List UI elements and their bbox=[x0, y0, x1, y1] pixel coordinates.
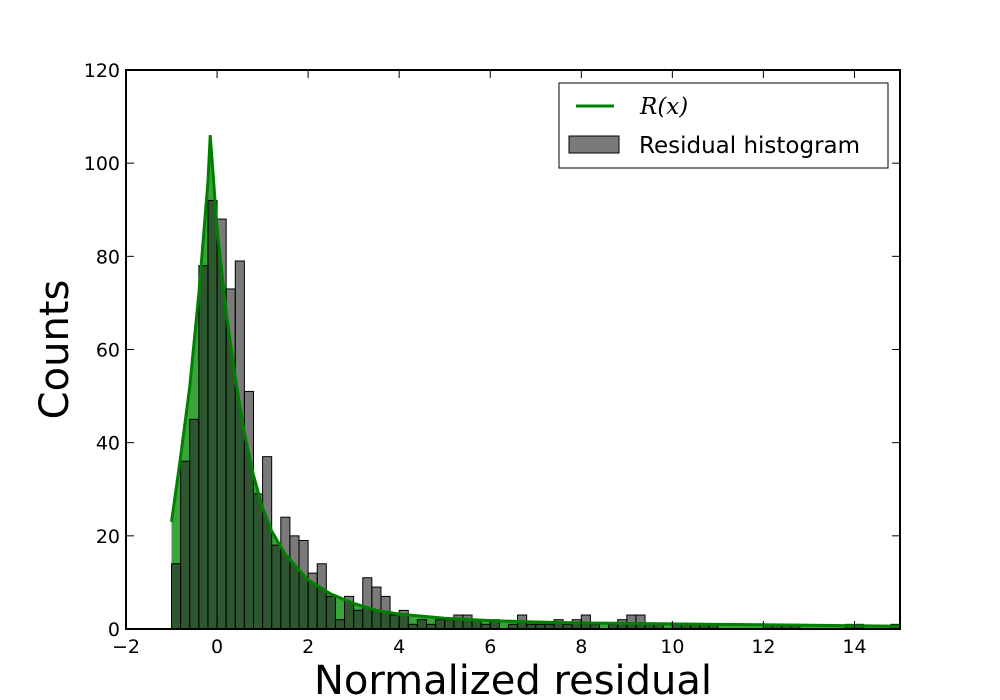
histogram-bar bbox=[243, 390, 254, 630]
histogram-bar bbox=[280, 516, 291, 630]
histogram-bar bbox=[389, 614, 400, 630]
x-tick-label: 8 bbox=[575, 636, 587, 658]
histogram-bar bbox=[462, 614, 473, 630]
y-tick-label: 0 bbox=[108, 619, 120, 641]
histogram-bar bbox=[325, 595, 336, 630]
histogram-bar bbox=[198, 265, 209, 630]
x-tick-label: 0 bbox=[211, 636, 223, 658]
histogram-bar bbox=[298, 539, 309, 630]
y-tick-label: 80 bbox=[96, 246, 120, 268]
histogram-bar bbox=[234, 260, 245, 630]
x-tick-label: 4 bbox=[393, 636, 405, 658]
histogram-bar bbox=[444, 619, 455, 630]
histogram-bar bbox=[189, 418, 200, 630]
histogram-bar bbox=[171, 563, 182, 630]
legend: R(x) Residual histogram bbox=[558, 82, 889, 169]
histogram-bar bbox=[334, 619, 346, 630]
histogram-bar bbox=[362, 577, 373, 630]
legend-histogram-swatch bbox=[568, 135, 620, 154]
histogram-bar bbox=[252, 493, 264, 630]
x-tick-label: 6 bbox=[484, 636, 496, 658]
y-tick-label: 60 bbox=[96, 340, 120, 362]
histogram-bar bbox=[289, 535, 300, 630]
x-axis-label: Normalized residual bbox=[314, 658, 712, 700]
y-tick-label: 20 bbox=[96, 526, 120, 548]
histogram-bar bbox=[316, 563, 327, 630]
y-tick-label: 40 bbox=[96, 433, 120, 455]
x-tick-label: 14 bbox=[842, 636, 866, 658]
x-tick-label: 10 bbox=[660, 636, 684, 658]
x-tick-label: 2 bbox=[302, 636, 314, 658]
histogram-bar bbox=[435, 619, 446, 630]
x-tick-label: −2 bbox=[112, 636, 140, 658]
y-axis-label: Counts bbox=[32, 280, 78, 420]
curve-layer bbox=[170, 135, 901, 628]
legend-box bbox=[558, 82, 889, 169]
y-tick-label: 100 bbox=[84, 153, 120, 175]
histogram-bar bbox=[262, 456, 273, 630]
histogram-bar bbox=[416, 619, 427, 630]
histogram-bar bbox=[635, 614, 646, 630]
histogram-bar bbox=[271, 544, 282, 630]
legend-curve-label: R(x) bbox=[639, 94, 688, 120]
histogram-bar bbox=[353, 609, 364, 630]
histogram-bar bbox=[453, 614, 464, 630]
y-tick-label: 120 bbox=[84, 60, 120, 82]
histogram-bars bbox=[171, 199, 901, 630]
curve-line bbox=[170, 135, 901, 628]
histogram-bar bbox=[180, 460, 191, 630]
histogram-bar bbox=[207, 199, 218, 630]
x-tick-label: 12 bbox=[751, 636, 775, 658]
legend-histogram-label: Residual histogram bbox=[639, 133, 860, 159]
